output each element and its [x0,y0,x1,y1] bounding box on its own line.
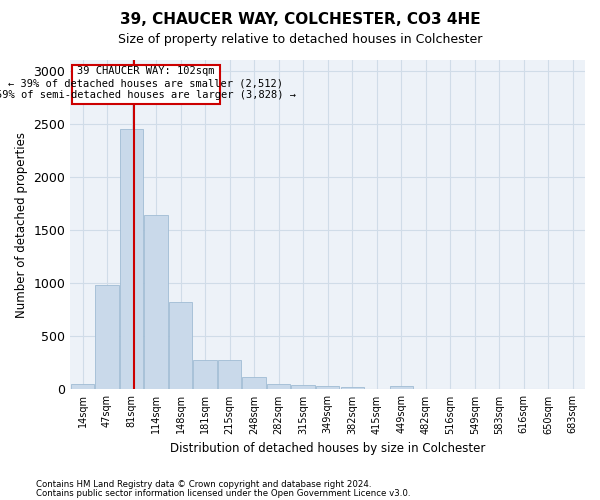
Text: 59% of semi-detached houses are larger (3,828) →: 59% of semi-detached houses are larger (… [0,90,296,100]
X-axis label: Distribution of detached houses by size in Colchester: Distribution of detached houses by size … [170,442,485,455]
Text: Contains public sector information licensed under the Open Government Licence v3: Contains public sector information licen… [36,489,410,498]
Bar [341,388,364,390]
Bar [169,302,192,390]
Bar [145,215,168,390]
Text: Contains HM Land Registry data © Crown copyright and database right 2024.: Contains HM Land Registry data © Crown c… [36,480,371,489]
Text: ← 39% of detached houses are smaller (2,512): ← 39% of detached houses are smaller (2,… [8,78,283,88]
Text: Size of property relative to detached houses in Colchester: Size of property relative to detached ho… [118,32,482,46]
Bar [218,360,241,390]
Bar [71,384,94,390]
Y-axis label: Number of detached properties: Number of detached properties [15,132,28,318]
Bar [242,376,266,390]
Bar [193,360,217,390]
Text: 39 CHAUCER WAY: 102sqm: 39 CHAUCER WAY: 102sqm [77,66,214,76]
Bar [95,286,119,390]
Bar [292,384,315,390]
Bar [120,129,143,390]
FancyBboxPatch shape [71,65,220,104]
Bar [389,386,413,390]
Bar [267,384,290,390]
Text: 39, CHAUCER WAY, COLCHESTER, CO3 4HE: 39, CHAUCER WAY, COLCHESTER, CO3 4HE [119,12,481,28]
Bar [316,386,339,390]
